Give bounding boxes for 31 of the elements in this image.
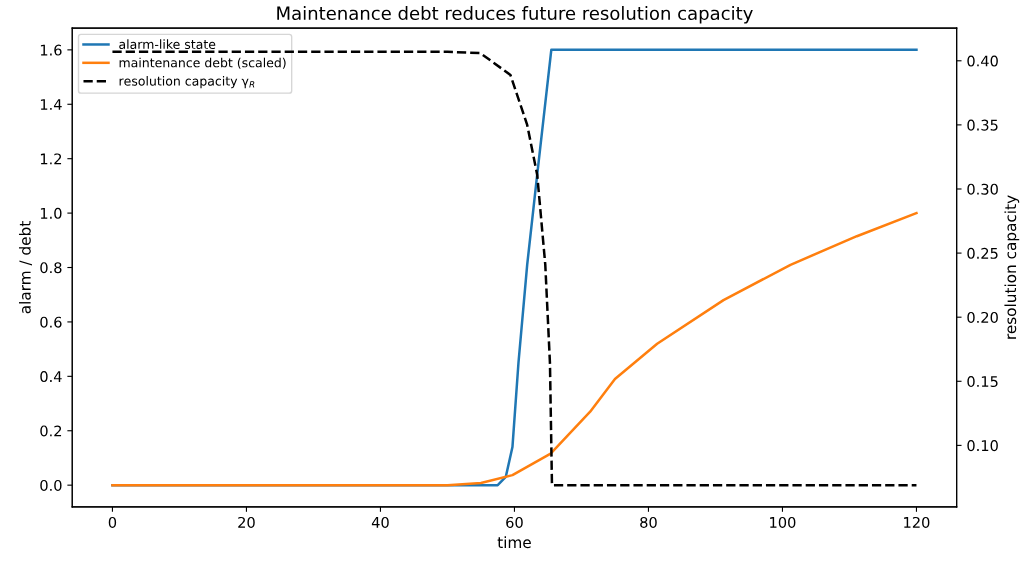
y-tick-label: 1.6 [40,44,62,56]
x-tick-label: 20 [238,516,255,528]
y-axis-title: alarm / debt [18,221,33,314]
y2-tick-label: 0.35 [967,119,998,131]
y2-tick-label: 0.15 [967,376,998,388]
legend-label: resolution capacity γ$_{R}$ [119,76,255,89]
y-tick-label: 1.2 [40,153,62,165]
y-tick-label: 0.2 [40,425,62,437]
y2-tick-label: 0.20 [967,311,998,323]
y2-tick-label: 0.30 [967,183,998,195]
y-tick-label: 0.4 [40,371,62,383]
x-tick-label: 60 [506,516,523,528]
y-tick-label: 0.8 [40,262,62,274]
y2-tick-label: 0.25 [967,247,998,259]
y-tick-label: 1.0 [40,207,62,219]
legend-label: maintenance debt (scaled) [119,57,286,69]
line-series [111,211,918,487]
x-tick-label: 0 [108,516,117,528]
y-tick-label: 1.4 [40,99,62,110]
x-tick-label: 100 [770,516,796,528]
y-tick-label: 0.6 [40,316,62,328]
x-tick-label: 40 [371,516,389,528]
x-axis-title: time [497,536,531,549]
y-tick-label: 0.0 [40,479,62,491]
y2-tick-label: 0.10 [967,440,998,452]
y2-tick-label: 0.40 [967,55,998,67]
legend-label: alarm-like state [119,39,216,50]
chart-title: Maintenance debt reduces future resolution capacity [277,6,753,24]
x-tick-label: 120 [904,516,930,528]
x-tick-label: 80 [640,516,657,528]
y2-axis-title: resolution capacity [1004,195,1020,339]
